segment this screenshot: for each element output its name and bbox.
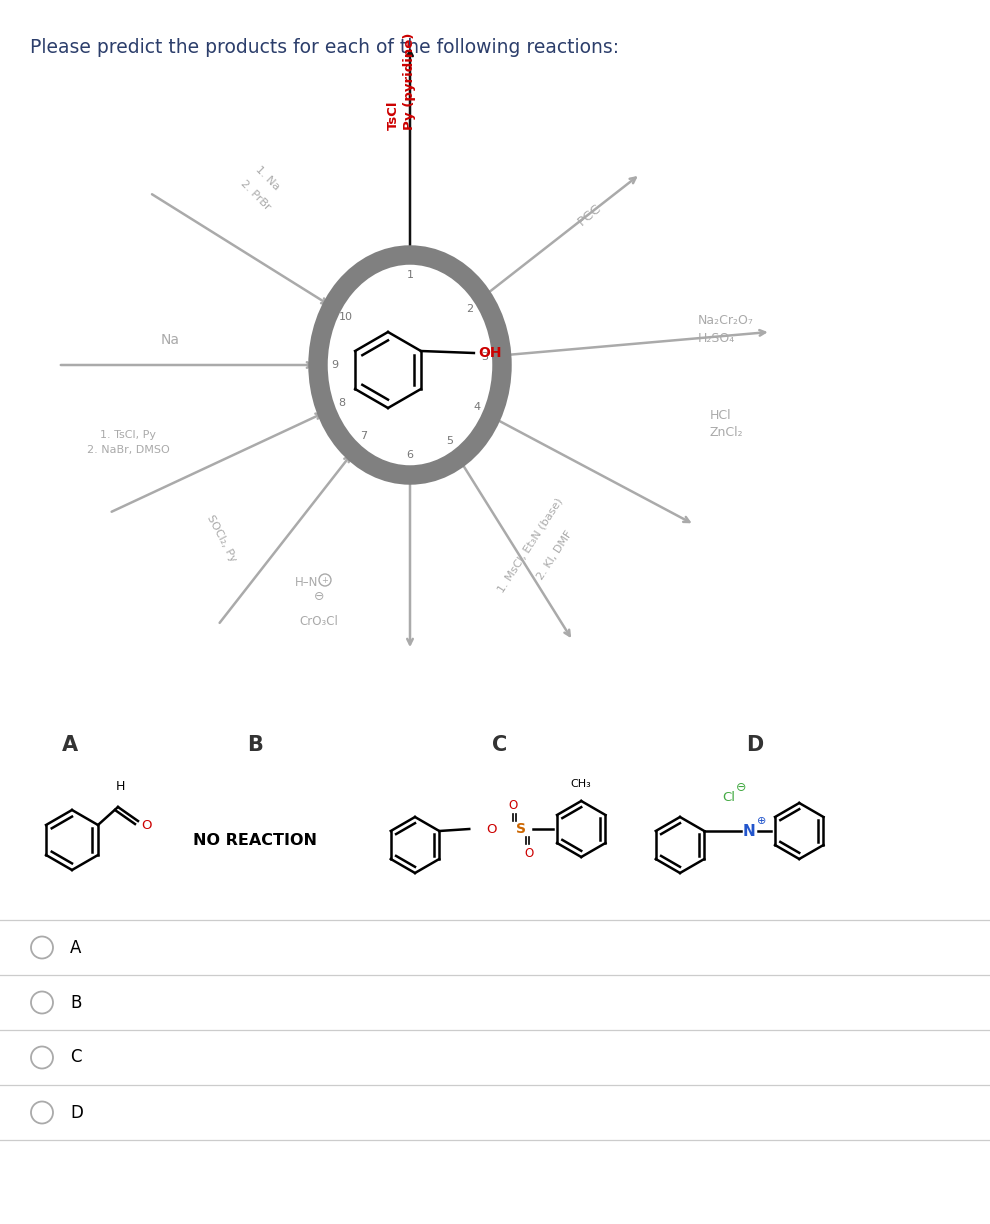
Text: 9: 9 [331, 360, 339, 370]
Text: D: D [746, 734, 763, 755]
Text: 10: 10 [339, 312, 353, 322]
Text: Na₂Cr₂O₇: Na₂Cr₂O₇ [698, 313, 753, 327]
Text: Cl: Cl [723, 791, 736, 803]
Text: A: A [70, 939, 81, 956]
Text: ⊕: ⊕ [756, 816, 766, 826]
Text: 7: 7 [360, 431, 367, 441]
Text: O: O [486, 823, 497, 836]
Text: O: O [141, 819, 151, 831]
Text: H–N: H–N [295, 575, 318, 589]
Text: ⊖: ⊖ [736, 781, 746, 793]
Text: O: O [509, 798, 518, 812]
Text: HCl: HCl [710, 409, 732, 421]
Text: 5: 5 [446, 437, 453, 447]
Text: Please predict the products for each of the following reactions:: Please predict the products for each of … [30, 38, 619, 58]
Text: H₂SO₄: H₂SO₄ [698, 332, 736, 344]
Text: CH₃: CH₃ [571, 778, 592, 789]
Text: 1: 1 [407, 269, 414, 280]
Text: Na: Na [160, 333, 179, 346]
Text: C: C [70, 1049, 81, 1066]
Text: 2. KI, DMF: 2. KI, DMF [536, 529, 574, 581]
Text: 2. NaBr, DMSO: 2. NaBr, DMSO [87, 446, 169, 455]
Text: N: N [742, 824, 755, 838]
Text: B: B [70, 994, 81, 1011]
Text: OH: OH [478, 346, 501, 360]
Text: CrO₃Cl: CrO₃Cl [300, 614, 339, 628]
Text: NO REACTION: NO REACTION [193, 832, 317, 847]
Text: ⊖: ⊖ [314, 590, 325, 602]
Text: TsCl: TsCl [386, 100, 400, 130]
Text: D: D [70, 1104, 83, 1121]
Text: H: H [115, 780, 125, 793]
Text: +: + [322, 575, 329, 585]
Text: 8: 8 [338, 398, 346, 408]
Text: B: B [248, 734, 263, 755]
Text: Py (pyridine): Py (pyridine) [404, 33, 417, 130]
Text: 2: 2 [466, 305, 473, 315]
Text: 1. TsCl, Py: 1. TsCl, Py [100, 430, 156, 439]
Text: O: O [525, 847, 534, 859]
Text: SOCl₂, Py: SOCl₂, Py [206, 513, 239, 563]
Text: 4: 4 [473, 403, 480, 412]
Text: ZnCl₂: ZnCl₂ [710, 426, 743, 438]
Text: 1. Na: 1. Na [254, 164, 282, 192]
Text: 1. MsCl, Et₃N (base): 1. MsCl, Et₃N (base) [496, 496, 564, 594]
Text: PCC: PCC [575, 202, 604, 229]
Text: S: S [516, 823, 527, 836]
Text: C: C [492, 734, 508, 755]
Text: 3: 3 [482, 353, 489, 362]
Text: A: A [62, 734, 78, 755]
Text: 2. PrBr: 2. PrBr [239, 179, 272, 212]
Text: 6: 6 [407, 450, 414, 460]
